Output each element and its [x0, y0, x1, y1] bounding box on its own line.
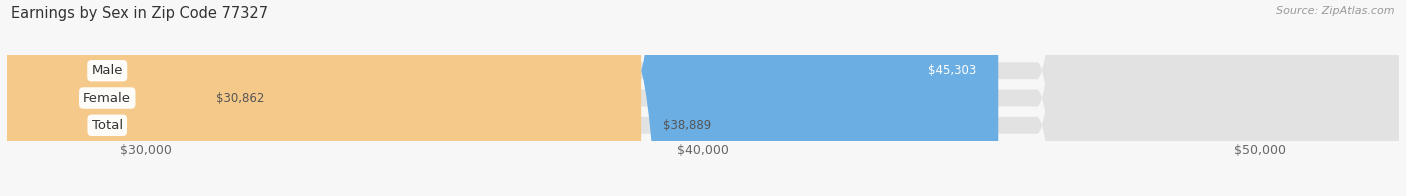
FancyBboxPatch shape	[7, 0, 641, 196]
FancyBboxPatch shape	[7, 0, 998, 196]
Text: Female: Female	[83, 92, 131, 104]
Text: Source: ZipAtlas.com: Source: ZipAtlas.com	[1277, 6, 1395, 16]
FancyBboxPatch shape	[0, 0, 368, 196]
FancyBboxPatch shape	[7, 0, 1399, 196]
Text: Male: Male	[91, 64, 122, 77]
FancyBboxPatch shape	[7, 0, 1399, 196]
FancyBboxPatch shape	[7, 0, 1399, 196]
Text: $30,862: $30,862	[217, 92, 264, 104]
Text: $45,303: $45,303	[928, 64, 976, 77]
Text: Total: Total	[91, 119, 122, 132]
Text: $38,889: $38,889	[664, 119, 711, 132]
Text: Earnings by Sex in Zip Code 77327: Earnings by Sex in Zip Code 77327	[11, 6, 269, 21]
